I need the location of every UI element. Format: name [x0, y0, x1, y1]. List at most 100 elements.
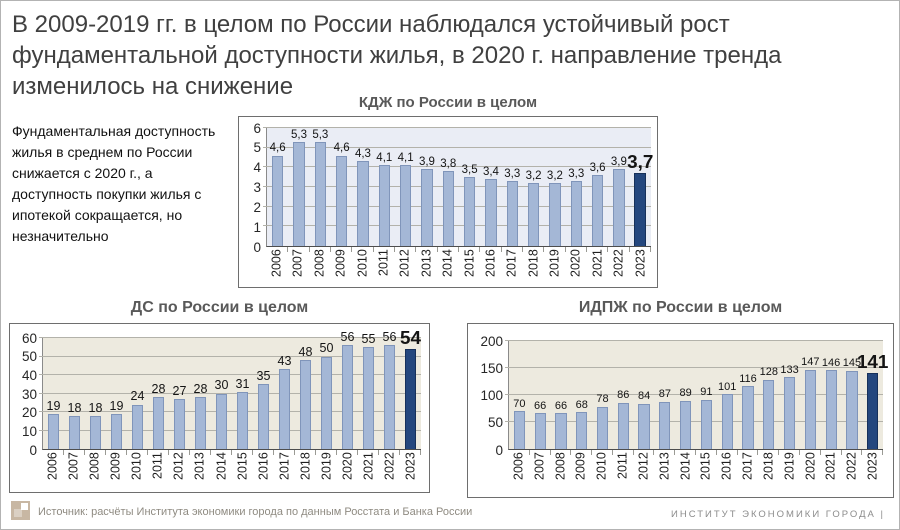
- value-label: 27: [172, 383, 187, 398]
- bar: 19: [47, 399, 60, 449]
- bar-slot: 24: [127, 338, 148, 455]
- value-label: 18: [88, 400, 103, 415]
- y-tick-label: 10: [21, 423, 37, 439]
- bar: 4,6: [334, 142, 350, 246]
- bar-slot: 3,8: [438, 128, 460, 252]
- y-tick-label: 0: [495, 442, 503, 458]
- gridline: [505, 367, 883, 368]
- x-tick-label: 2013: [657, 452, 672, 480]
- value-label: 18: [67, 400, 82, 415]
- idpzh-plot-area: 70 66 66 68 78 86 84 87 89 91 101 116 128 133 147 146 14…: [505, 340, 888, 455]
- value-label: 4,1: [397, 152, 414, 165]
- slide-title-line: фундаментальной доступности жилья, в 202…: [12, 42, 782, 69]
- bar-slot: 87: [654, 341, 676, 455]
- value-label: 19: [109, 398, 124, 413]
- value-label: 3,3: [568, 168, 585, 181]
- bar-slot: 18: [85, 338, 106, 455]
- bar-slot: 56: [379, 331, 400, 455]
- bar: 18: [89, 401, 102, 449]
- bar-slot: 128: [758, 341, 779, 455]
- bar: 84: [638, 391, 650, 449]
- x-tick-label: 2014: [678, 452, 693, 480]
- bar: 30: [215, 379, 228, 449]
- bar-slot: 3,9: [608, 128, 630, 252]
- x-tick-label: 2012: [636, 452, 651, 480]
- bar: 24: [131, 390, 144, 449]
- x-tick-label: 2018: [298, 452, 313, 480]
- bar-slot: 147: [800, 341, 821, 455]
- value-label: 5,3: [312, 128, 329, 141]
- x-tick-label: 2008: [553, 452, 568, 480]
- value-label: 145: [842, 357, 862, 370]
- idpzh-chart: ИДПЖ по России в целом 0 50 100 150 200 70 66…: [467, 299, 894, 504]
- bar: 3,9: [611, 156, 627, 246]
- y-tick-label: 3: [253, 179, 261, 195]
- bar-slot: 78: [592, 341, 613, 455]
- x-tick-label: 2018: [761, 452, 776, 480]
- gridline: [39, 429, 421, 431]
- value-label: 87: [658, 388, 671, 401]
- ds-x-axis: 2006 2007 2008 2009 2010 2011 2012 2013 2014 2015…: [42, 452, 421, 490]
- bar: 145: [843, 358, 861, 449]
- bar: 28: [194, 382, 207, 449]
- bar: 3,8: [440, 158, 456, 246]
- value-label: 3,9: [418, 156, 435, 169]
- idpzh-x-axis: 2006 2007 2008 2009 2010 2011 2012 2013 2014 2015…: [508, 452, 883, 494]
- bar: 141: [857, 352, 888, 449]
- bar: 3,6: [590, 162, 606, 246]
- x-tick-label: 2020: [803, 452, 817, 480]
- bar: 19: [110, 399, 123, 449]
- ds-chart-frame: 0 10 20 30 40 50 60 19 18 18 19 24 28 27 28 30 31 35 43 48…: [9, 323, 430, 493]
- bar: 3,4: [483, 166, 499, 246]
- value-label: 19: [46, 398, 61, 413]
- ds-chart: ДС по России в целом 0 10 20 30 40 50 60 19 18 1…: [9, 299, 430, 499]
- bar: 3,2: [547, 170, 563, 246]
- value-label: 4,1: [376, 152, 393, 165]
- bar: 43: [278, 355, 291, 449]
- gridline: [39, 392, 421, 394]
- bar: 116: [739, 373, 757, 449]
- bar: 86: [617, 389, 629, 449]
- value-label: 3,6: [589, 162, 606, 175]
- x-tick-label: 2015: [698, 452, 713, 480]
- value-label: 4,3: [354, 148, 371, 161]
- bar-slot: 3,9: [416, 128, 438, 252]
- value-label: 3,3: [504, 168, 521, 181]
- value-label: 128: [759, 366, 778, 379]
- value-label: 86: [617, 389, 630, 402]
- x-tick-label: 2023: [633, 249, 648, 277]
- bar-slot: 28: [190, 338, 211, 455]
- y-tick-label: 60: [21, 330, 37, 346]
- value-label: 28: [193, 382, 208, 397]
- bar-slot: 31: [232, 338, 253, 455]
- value-label: 54: [399, 327, 421, 349]
- bar-slot: 35: [253, 338, 274, 455]
- kdj-plot-area: 4,6 5,3 5,3 4,6 4,3 4,1 4,1 3,9 3,8 3,5 3,4 3,3 3,2 3…: [263, 127, 653, 252]
- bar: 50: [320, 342, 333, 449]
- bar: 31: [236, 377, 249, 449]
- bar-slot: 5,3: [288, 128, 310, 252]
- value-label: 4,6: [333, 142, 350, 155]
- y-tick-label: 6: [253, 120, 261, 136]
- bar: 3,2: [526, 170, 542, 246]
- y-tick-label: 20: [21, 404, 37, 420]
- x-tick-label: 2019: [319, 452, 334, 480]
- value-label: 31: [235, 376, 250, 391]
- value-label: 3,8: [440, 158, 457, 171]
- value-label: 146: [821, 356, 841, 369]
- gridline: [505, 421, 883, 422]
- bar-slot: 4,6: [267, 128, 289, 252]
- bar: 101: [718, 381, 736, 449]
- bar: 66: [534, 400, 546, 449]
- value-label: 43: [277, 354, 292, 369]
- bar-slot: 141: [857, 341, 888, 455]
- value-label: 48: [298, 345, 313, 360]
- x-tick-label: 2019: [782, 452, 797, 480]
- x-tick-label: 2006: [269, 249, 284, 277]
- kdj-chart-frame: 0 1 2 3 4 5 6 4,6 5,3 5,3 4,6 4,3 4,1 4,1 3,9 3,8 3,5 3,…: [238, 116, 658, 288]
- bar: 68: [576, 399, 588, 449]
- value-label: 89: [679, 387, 692, 400]
- bar: 91: [700, 387, 713, 449]
- bar-slot: 3,7: [627, 128, 653, 252]
